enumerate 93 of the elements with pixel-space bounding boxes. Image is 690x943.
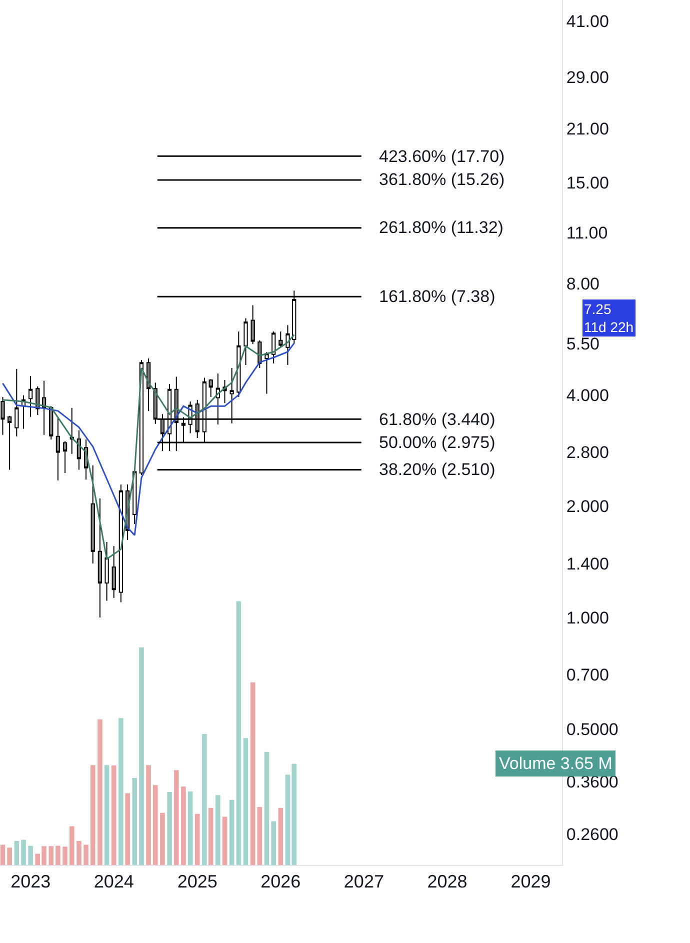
y-tick-label: 11.00 xyxy=(566,223,608,242)
y-tick-label: 41.00 xyxy=(566,12,609,32)
candlestick xyxy=(272,330,276,364)
bar xyxy=(125,793,130,866)
x-tick-label: 2025 xyxy=(177,872,218,892)
bar xyxy=(56,846,60,866)
bar xyxy=(188,791,193,866)
annotation: Volume 3.65 M xyxy=(499,754,612,773)
bar xyxy=(0,844,6,866)
bar xyxy=(139,647,144,866)
bar xyxy=(236,601,242,866)
bar xyxy=(104,765,110,866)
candlestick xyxy=(70,407,74,454)
candlestick xyxy=(42,380,46,436)
bar xyxy=(118,718,124,866)
x-tick-label: 2028 xyxy=(427,872,468,892)
candlestick xyxy=(28,376,33,418)
bar xyxy=(229,800,234,866)
y-tick-label: 15.00 xyxy=(566,174,609,193)
candlestick xyxy=(8,415,12,470)
bar xyxy=(111,765,116,866)
bar xyxy=(48,846,54,866)
bar xyxy=(21,840,26,866)
candlestick xyxy=(98,498,102,618)
bar xyxy=(174,770,179,866)
bar xyxy=(271,821,276,866)
candlestick xyxy=(14,368,19,437)
y-tick-label: 0.5000 xyxy=(566,720,618,739)
x-tick-label: 2023 xyxy=(10,872,51,892)
candlestick xyxy=(90,464,95,564)
bar xyxy=(84,844,88,866)
bar xyxy=(152,785,158,866)
y-tick-label: 1.000 xyxy=(566,608,609,628)
bar xyxy=(7,848,12,866)
bar xyxy=(76,841,82,866)
candlestick xyxy=(146,358,151,412)
bar xyxy=(181,786,186,866)
candlestick xyxy=(208,378,213,398)
bar xyxy=(14,841,20,866)
bar xyxy=(257,807,262,866)
candlestick xyxy=(236,330,241,398)
bar xyxy=(132,778,138,866)
y-tick-label: 0.2600 xyxy=(566,824,618,844)
ref-line-label: 38.20% (2.510) xyxy=(379,460,496,479)
y-tick-label: 2.000 xyxy=(566,497,609,516)
candlestick xyxy=(76,430,82,470)
x-tick-label: 2029 xyxy=(510,872,551,892)
ref-line-label: 50.00% (2.975) xyxy=(379,433,496,452)
candlestick xyxy=(104,542,109,602)
bar xyxy=(243,738,248,866)
candlestick xyxy=(286,324,290,366)
bar xyxy=(160,812,165,866)
x-tick-label: 2024 xyxy=(94,872,134,892)
y-tick-label: 29.00 xyxy=(566,68,609,87)
bar xyxy=(62,846,68,866)
bar xyxy=(216,795,220,866)
ref-line-label: 361.80% (15.26) xyxy=(379,170,505,189)
bar xyxy=(222,816,228,866)
ref-line-label: 161.80% (7.38) xyxy=(379,287,496,306)
y-tick-label: 5.50 xyxy=(566,334,600,354)
candlestick xyxy=(56,416,60,481)
y-tick-label: 4.000 xyxy=(566,386,609,405)
x-tick-label: 2026 xyxy=(260,872,301,892)
bar xyxy=(167,792,172,866)
x-tick-label: 2027 xyxy=(344,872,384,892)
y-tick-label: 2.800 xyxy=(566,443,609,462)
candlestick xyxy=(118,484,123,603)
candlestick xyxy=(62,440,68,474)
ref-line-label: 61.80% (3.440) xyxy=(379,410,496,429)
bar xyxy=(208,808,214,866)
bar xyxy=(264,752,270,866)
y-tick-label: 1.400 xyxy=(566,554,609,574)
bar xyxy=(278,808,284,866)
y-tick-label: 21.00 xyxy=(566,120,609,139)
candlestick xyxy=(112,546,116,598)
bar xyxy=(69,826,74,866)
bar xyxy=(250,682,256,866)
candlestick xyxy=(244,318,248,366)
bar xyxy=(90,765,96,866)
y-tick-label: 0.700 xyxy=(566,666,609,685)
bar xyxy=(98,719,102,866)
candlestick xyxy=(264,352,269,394)
bar xyxy=(146,765,151,866)
candlestick xyxy=(278,330,283,348)
bar xyxy=(28,846,33,866)
text: 7.25 11d 22h xyxy=(584,301,634,336)
candlestick xyxy=(0,396,5,436)
ref-line-label: 423.60% (17.70) xyxy=(379,147,505,166)
candlestick xyxy=(250,304,255,345)
ref-line-label: 261.80% (11.32) xyxy=(379,218,504,237)
bar xyxy=(202,734,207,866)
y-tick-label: 8.00 xyxy=(566,274,600,294)
bar xyxy=(194,814,200,866)
